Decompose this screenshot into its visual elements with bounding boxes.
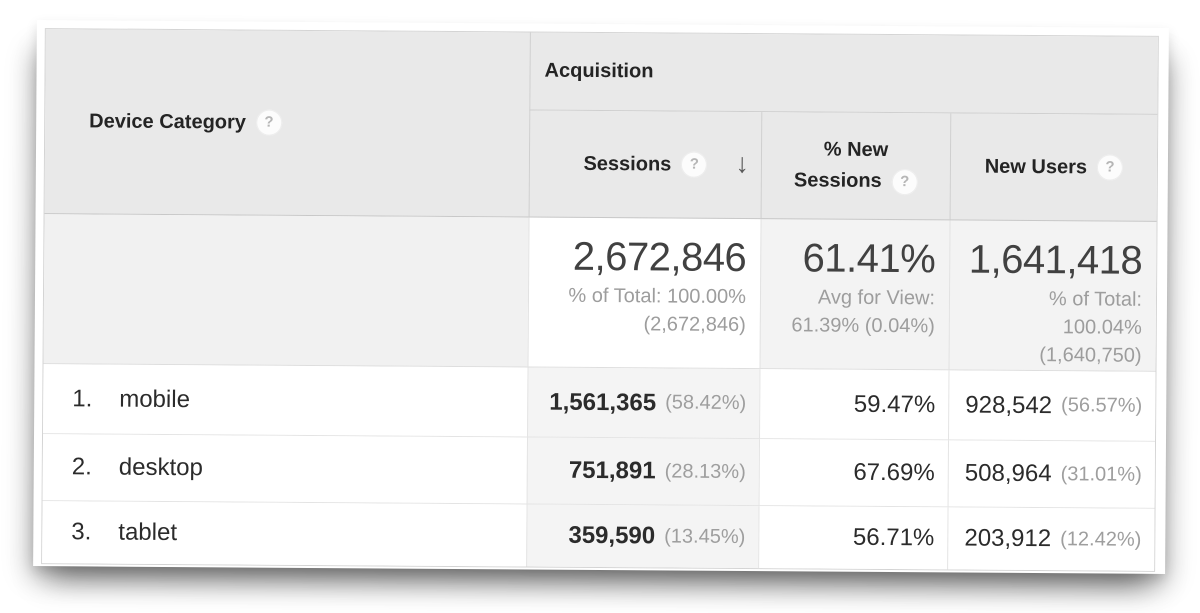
sessions-total-value: 2,672,846: [572, 234, 747, 281]
sessions-percent: (28.13%): [664, 459, 746, 483]
percent-new-sessions-cell: 67.69%: [758, 439, 949, 508]
sessions-cell: 751,891 (28.13%): [526, 437, 760, 507]
help-icon[interactable]: ?: [681, 151, 708, 178]
new-users-value: 203,912: [964, 524, 1052, 553]
percent-new-sessions-column-header[interactable]: % New Sessions?: [760, 112, 951, 221]
acquisition-group-label: Acquisition: [544, 59, 654, 83]
summary-new-users-cell: 1,641,418 % of Total: 100.04% (1,640,750…: [948, 220, 1157, 372]
device-category-header-label: Device Category: [89, 109, 247, 134]
new-users-percent: (31.01%): [1060, 462, 1142, 486]
device-label[interactable]: mobile: [119, 385, 191, 413]
sessions-value: 1,561,365: [549, 388, 657, 416]
analytics-report-card: Device Category ? Acquisition Sessions? …: [33, 20, 1169, 574]
sessions-cell: 1,561,365 (58.42%): [527, 367, 760, 440]
sessions-total-note: % of Total: 100.00% (2,672,846): [568, 284, 747, 337]
sort-descending-icon[interactable]: ↓: [735, 148, 750, 179]
sessions-value: 359,590: [568, 521, 656, 550]
summary-sessions-cell: 2,672,846 % of Total: 100.00% (2,672,846…: [527, 217, 761, 370]
percent-new-sessions-cell: 56.71%: [758, 506, 948, 570]
help-icon[interactable]: ?: [1096, 154, 1124, 181]
row-index: 2.: [71, 453, 92, 481]
new-users-cell: 508,964 (31.01%): [947, 440, 1156, 509]
percent-new-sessions-total-value: 61.41%: [802, 236, 936, 282]
percent-new-sessions-value: 59.47%: [853, 390, 936, 418]
device-category-column-header[interactable]: Device Category ?: [44, 29, 530, 218]
new-users-header-label: New Users: [984, 155, 1088, 178]
acquisition-group-header: Acquisition: [529, 32, 1158, 115]
help-icon[interactable]: ?: [255, 109, 283, 136]
percent-new-sessions-value: 67.69%: [853, 458, 935, 487]
row-index: 3.: [71, 518, 92, 546]
summary-dimension-cell: [43, 214, 529, 368]
help-icon[interactable]: ?: [891, 168, 918, 195]
new-users-column-header[interactable]: New Users?: [949, 113, 1158, 222]
sessions-value: 751,891: [568, 456, 656, 485]
device-cell[interactable]: 2. desktop: [42, 434, 528, 505]
device-category-acquisition-table: Device Category ? Acquisition Sessions? …: [41, 28, 1159, 572]
new-users-percent: (12.42%): [1060, 527, 1142, 551]
sessions-header-label: Sessions: [583, 152, 672, 175]
percent-new-sessions-header-inner: % New Sessions?: [794, 134, 918, 197]
sessions-header-inner: Sessions?: [583, 148, 708, 180]
sessions-percent: (58.42%): [665, 391, 747, 415]
new-users-percent: (56.57%): [1061, 394, 1143, 417]
sessions-column-header[interactable]: Sessions? ↓: [528, 110, 762, 220]
new-users-total-note: % of Total: 100.04% (1,640,750): [1039, 288, 1143, 367]
sessions-percent: (13.45%): [664, 524, 746, 548]
device-label[interactable]: desktop: [118, 453, 203, 482]
percent-new-sessions-total-note: Avg for View: 61.39% (0.04%): [791, 286, 936, 338]
percent-new-sessions-cell: 59.47%: [759, 369, 949, 441]
row-index: 1.: [72, 384, 93, 412]
new-users-cell: 928,542 (56.57%): [948, 370, 1156, 442]
device-label[interactable]: tablet: [118, 518, 178, 547]
percent-new-sessions-header-label: % New Sessions: [793, 138, 889, 192]
percent-new-sessions-value: 56.71%: [852, 523, 935, 552]
new-users-header-inner: New Users?: [984, 151, 1124, 183]
device-cell[interactable]: 1. mobile: [43, 364, 528, 438]
summary-percent-new-sessions-cell: 61.41% Avg for View: 61.39% (0.04%): [759, 219, 950, 371]
new-users-total-value: 1,641,418: [968, 237, 1143, 283]
device-cell[interactable]: 3. tablet: [42, 501, 527, 567]
new-users-value: 508,964: [964, 459, 1052, 488]
new-users-value: 928,542: [965, 391, 1053, 419]
new-users-cell: 203,912 (12.42%): [947, 507, 1155, 571]
sessions-cell: 359,590 (13.45%): [526, 504, 759, 569]
